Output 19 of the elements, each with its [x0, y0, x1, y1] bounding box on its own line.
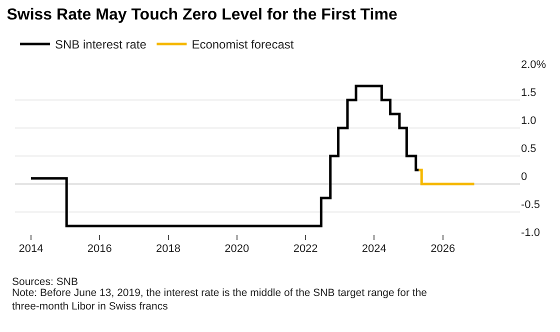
y-tick-label: 1.0	[521, 115, 536, 128]
x-tick-label: 2026	[430, 243, 456, 255]
x-tick-label: 2024	[362, 243, 386, 255]
y-tick-label: 2.0%	[521, 59, 546, 72]
x-tick-label: 2018	[156, 243, 181, 255]
x-tick-label: 2014	[18, 243, 44, 255]
chart-title: Swiss Rate May Touch Zero Level for the First Time	[6, 6, 398, 24]
legend-label: SNB interest rate	[55, 38, 147, 52]
legend-label: Economist forecast	[192, 38, 294, 52]
y-tick-label: 0	[521, 171, 528, 184]
y-tick-label: 1.5	[521, 87, 536, 100]
x-tick-label: 2020	[224, 243, 250, 255]
text: Note: Before June 13, 2019, the interest rate is the middle of the SNB target range for the three-month Libor in Swiss francs	[12, 287, 428, 313]
y-tick-label: 0.5	[521, 143, 536, 156]
source-note: Sources: SNB	[12, 276, 78, 288]
y-tick-label: -1.0	[521, 227, 540, 240]
x-tick-label: 2022	[293, 243, 318, 255]
y-tick-label: -0.5	[521, 199, 540, 212]
x-tick-label: 2016	[87, 243, 112, 255]
